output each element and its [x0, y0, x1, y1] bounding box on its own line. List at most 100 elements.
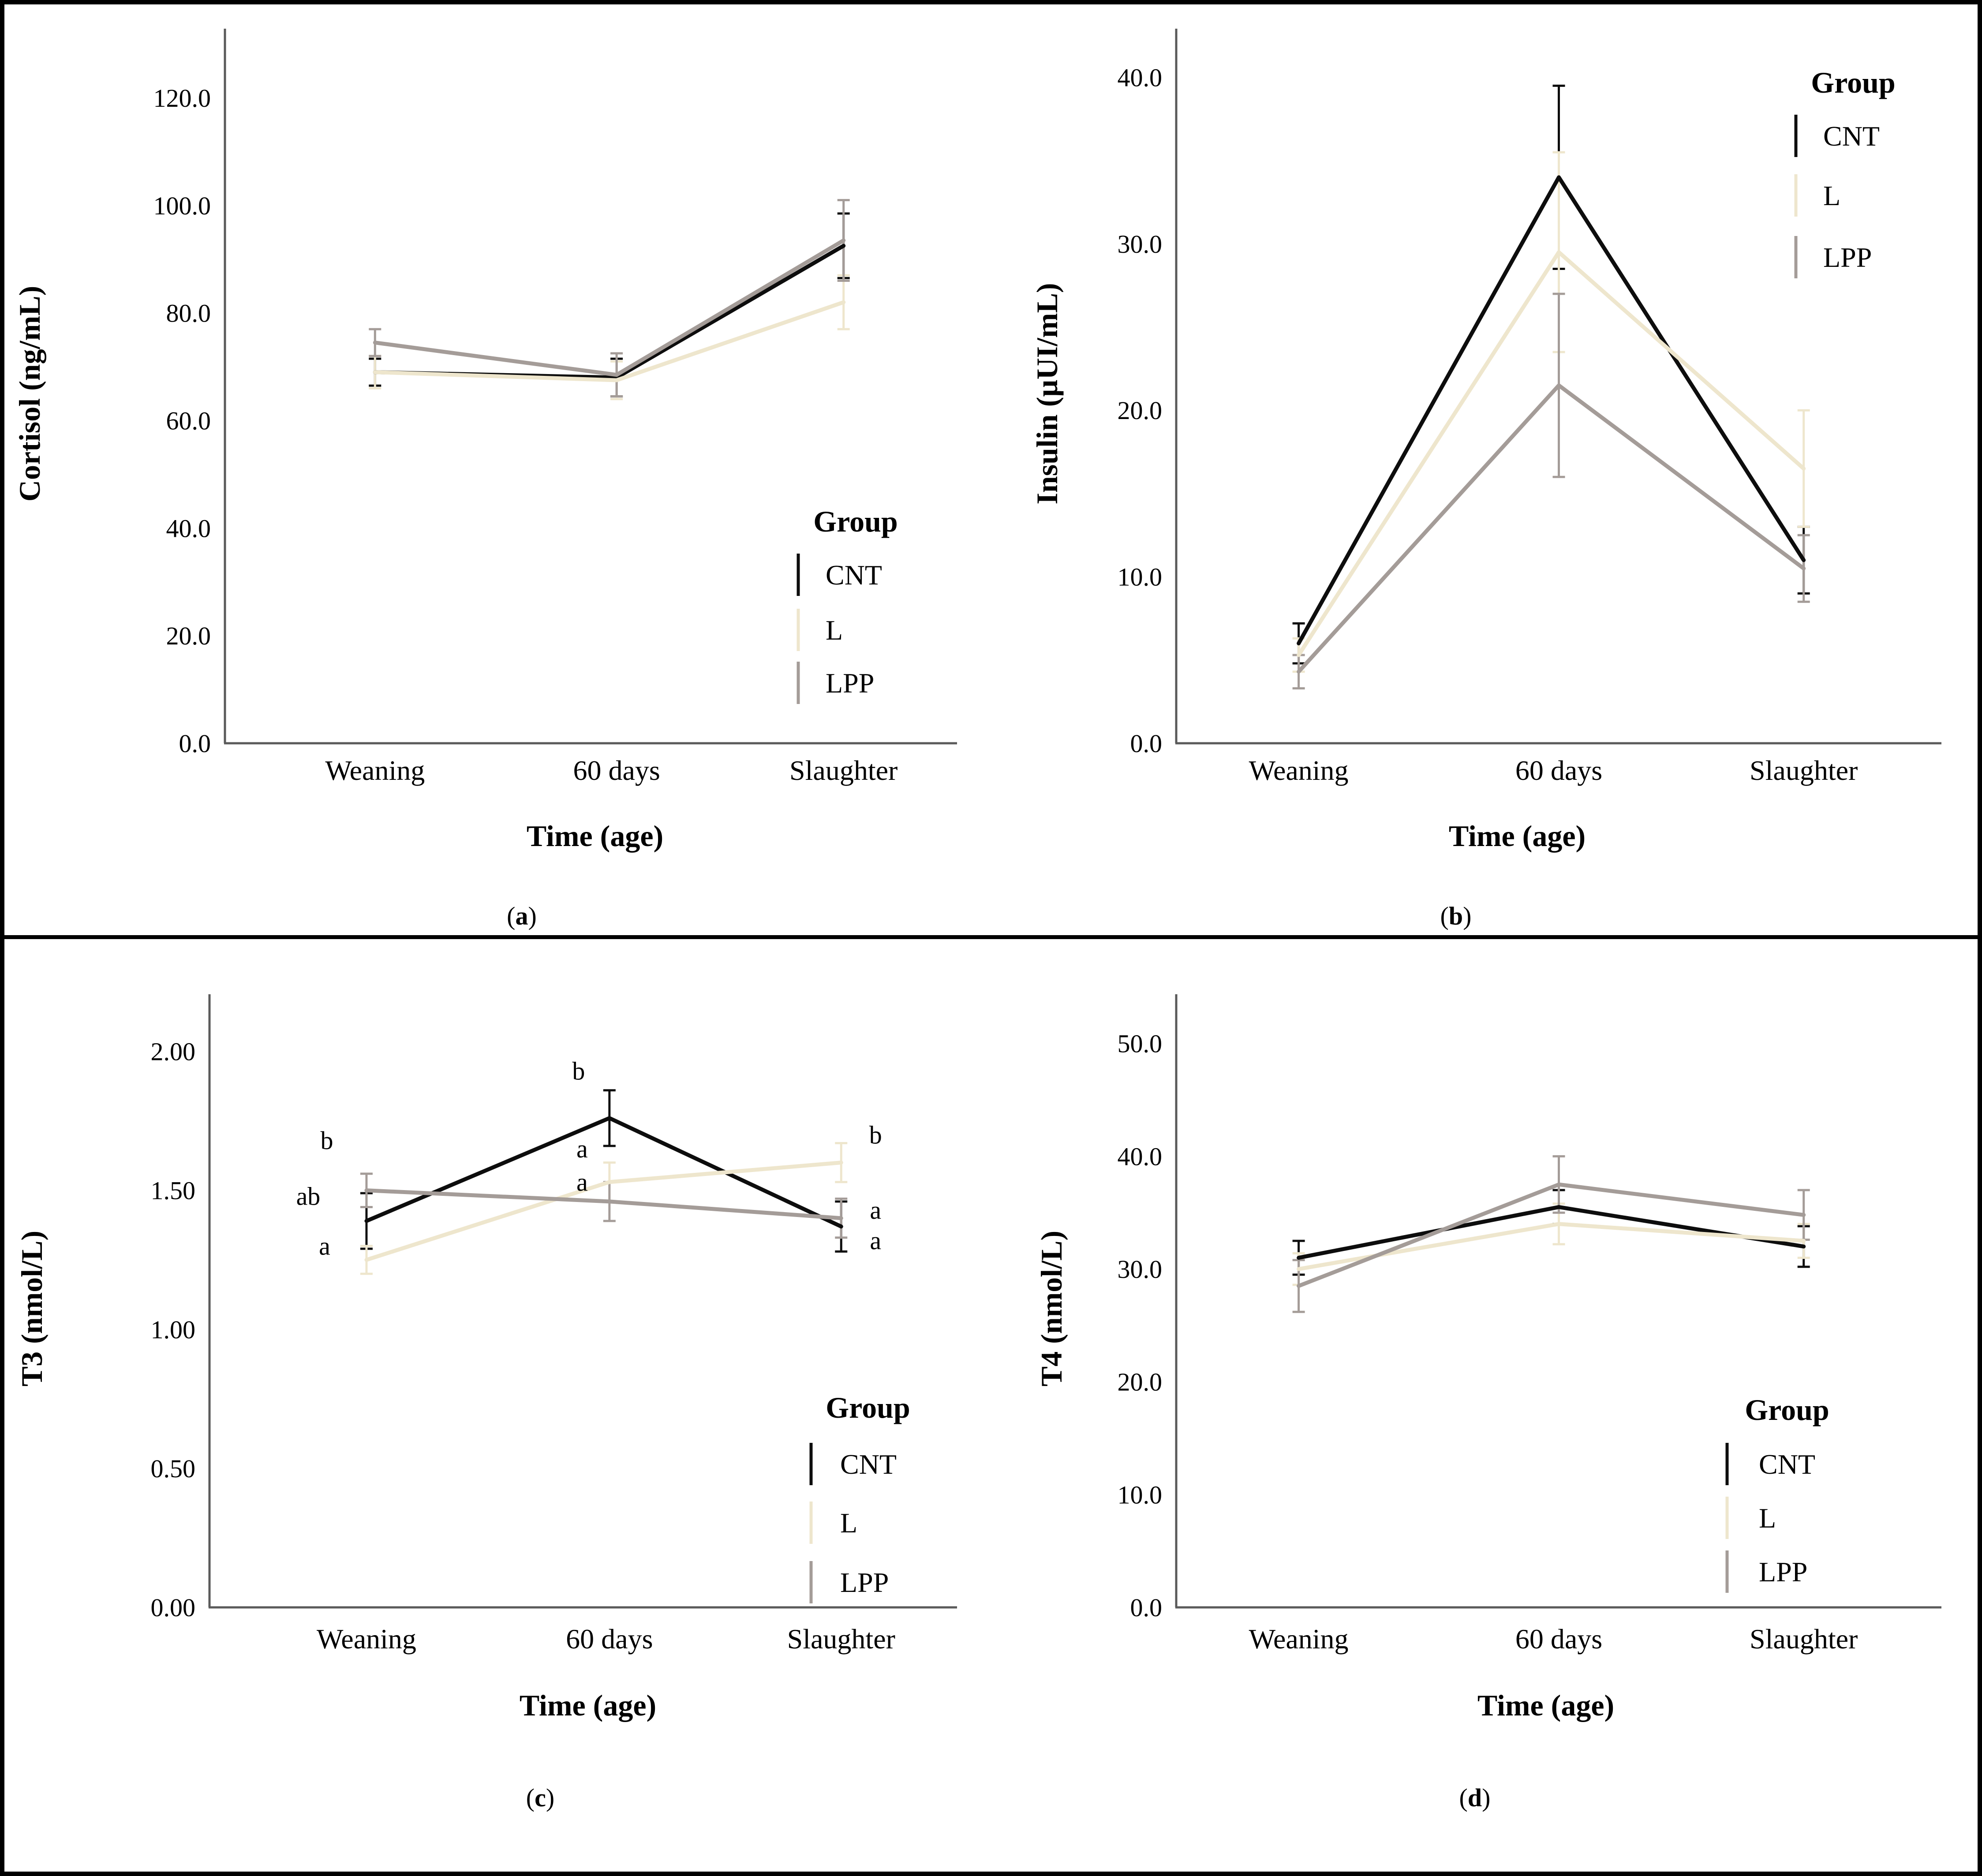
y-tick-label: 0.50	[151, 1454, 196, 1483]
x-axis-title: Time (age)	[520, 1689, 656, 1722]
chart-c: 0.00 0.50 1.00 1.50 2.00 Weaning 60 days Slaugh…	[15, 994, 957, 1812]
y-tick-label: 2.00	[151, 1037, 196, 1066]
y-tick-label: 30.0	[1118, 230, 1163, 258]
legend-label-L: L	[1823, 180, 1840, 211]
y-tick-label: 20.0	[1118, 1368, 1163, 1397]
y-tick-label: 0.0	[1130, 729, 1163, 758]
figure-top-row: 0.0 20.0 40.0 60.0 80.0 100.0 120.0 Weaning 60 d…	[4, 4, 1978, 935]
legend-label-LPP: LPP	[1759, 1556, 1807, 1588]
legend: Group CNT L LPP	[809, 1391, 910, 1603]
legend-label-LPP: LPP	[1823, 242, 1872, 273]
legend: Group CNT L LPP	[797, 505, 898, 704]
figure-bottom-row: 0.00 0.50 1.00 1.50 2.00 Weaning 60 days Slaugh…	[4, 939, 1978, 1872]
y-tick-label: 0.0	[179, 729, 211, 758]
y-tick-label: 20.0	[1118, 396, 1163, 425]
y-tick-label: 0.0	[1130, 1593, 1163, 1622]
x-axis-title: Time (age)	[1477, 1689, 1614, 1722]
legend-label-L: L	[1759, 1502, 1776, 1534]
legend-label-L: L	[826, 614, 843, 646]
x-tick-label: 60 days	[1515, 755, 1602, 786]
significance-letter: a	[576, 1135, 588, 1163]
series-line-L	[1297, 250, 1806, 657]
y-tick-label: 0.00	[151, 1593, 196, 1622]
horizontal-divider	[4, 935, 1978, 939]
significance-letter: b	[320, 1126, 333, 1155]
legend-label-CNT: CNT	[1759, 1449, 1815, 1480]
series-line-CNT	[373, 243, 846, 380]
series-line-LPP	[1297, 383, 1806, 674]
legend-label-CNT: CNT	[826, 559, 882, 591]
y-tick-label: 80.0	[166, 299, 211, 328]
series-line-L	[373, 300, 846, 382]
legend-label-CNT: CNT	[840, 1449, 897, 1480]
series-line-CNT	[364, 1116, 843, 1229]
y-tick-label: 100.0	[153, 191, 211, 220]
y-tick-label: 120.0	[153, 84, 211, 112]
legend-label-CNT: CNT	[1823, 120, 1880, 152]
x-tick-label: Weaning	[325, 755, 425, 786]
y-tick-label: 1.00	[151, 1315, 196, 1344]
caption-b: (b)	[1440, 902, 1472, 930]
significance-letter: a	[870, 1226, 881, 1255]
x-axis-title: Time (age)	[1449, 819, 1586, 853]
x-tick-label: Slaughter	[787, 1623, 895, 1655]
x-tick-label: 60 days	[1515, 1623, 1602, 1655]
significance-letter: a	[319, 1232, 330, 1261]
series-line-L	[1297, 1222, 1806, 1271]
y-tick-label: 20.0	[166, 622, 211, 650]
y-axis-title: T4 (nmol/L)	[1035, 1231, 1068, 1386]
series-line-LPP	[373, 238, 846, 377]
y-tick-label: 50.0	[1118, 1030, 1163, 1058]
panel-d-t4: 0.0 10.0 20.0 30.0 40.0 50.0 Weaning 60 days Sla…	[991, 939, 1978, 1872]
legend-label-LPP: LPP	[826, 667, 874, 699]
y-tick-label: 10.0	[1118, 563, 1163, 592]
x-axis-title: Time (age)	[527, 819, 663, 853]
x-tick-label: Weaning	[317, 1623, 416, 1655]
x-tick-label: Slaughter	[1750, 1623, 1858, 1655]
y-axis-title: Cortisol (ng/mL)	[13, 286, 46, 502]
legend-title: Group	[1811, 66, 1895, 99]
x-tick-label: Weaning	[1249, 755, 1349, 786]
y-tick-label: 1.50	[151, 1176, 196, 1205]
series-line-L	[364, 1161, 843, 1262]
y-tick-label: 40.0	[1118, 63, 1163, 92]
series-line-LPP	[364, 1188, 843, 1221]
legend-label-LPP: LPP	[840, 1567, 889, 1598]
chart-a: 0.0 20.0 40.0 60.0 80.0 100.0 120.0 Weaning 60 d…	[13, 29, 957, 930]
legend: Group CNT L LPP	[1725, 1393, 1829, 1593]
x-tick-label: 60 days	[566, 1623, 653, 1655]
y-tick-label: 40.0	[166, 514, 211, 543]
x-tick-label: Weaning	[1249, 1623, 1349, 1655]
panel-c-t3: 0.00 0.50 1.00 1.50 2.00 Weaning 60 days Slaugh…	[4, 939, 991, 1872]
legend-label-L: L	[840, 1507, 857, 1539]
y-tick-label: 10.0	[1118, 1480, 1163, 1509]
caption-a: (a)	[507, 902, 537, 930]
significance-letter: ab	[296, 1182, 321, 1210]
series-line-LPP	[1297, 1182, 1806, 1288]
panel-b-insulin: 0.0 10.0 20.0 30.0 40.0 Weaning 60 days Slaught…	[991, 4, 1978, 935]
significance-letter: a	[576, 1168, 588, 1197]
y-tick-label: 30.0	[1118, 1255, 1163, 1284]
legend-title: Group	[826, 1391, 910, 1424]
significance-letter: b	[572, 1057, 585, 1086]
series-line-CNT	[1297, 175, 1806, 646]
legend-title: Group	[813, 505, 898, 538]
x-tick-label: Slaughter	[789, 755, 898, 786]
legend-title: Group	[1745, 1393, 1829, 1427]
y-axis-title: Insulin (µUI/mL)	[1030, 283, 1064, 504]
series-line-CNT	[1297, 1205, 1806, 1260]
chart-b: 0.0 10.0 20.0 30.0 40.0 Weaning 60 days Slaught…	[1030, 29, 1941, 930]
y-tick-label: 60.0	[166, 406, 211, 435]
x-tick-label: 60 days	[573, 755, 660, 786]
caption-c: (c)	[526, 1783, 554, 1812]
y-axis-title: T3 (nmol/L)	[15, 1231, 49, 1386]
caption-d: (d)	[1459, 1783, 1491, 1812]
x-tick-label: Slaughter	[1750, 755, 1858, 786]
y-tick-label: 40.0	[1118, 1142, 1163, 1171]
significance-letter: a	[870, 1196, 881, 1224]
legend: Group CNT L LPP	[1794, 66, 1896, 278]
panel-a-cortisol: 0.0 20.0 40.0 60.0 80.0 100.0 120.0 Weaning 60 d…	[4, 4, 991, 935]
chart-d: 0.0 10.0 20.0 30.0 40.0 50.0 Weaning 60 days Sla…	[1035, 994, 1941, 1812]
significance-letter: b	[869, 1121, 882, 1150]
